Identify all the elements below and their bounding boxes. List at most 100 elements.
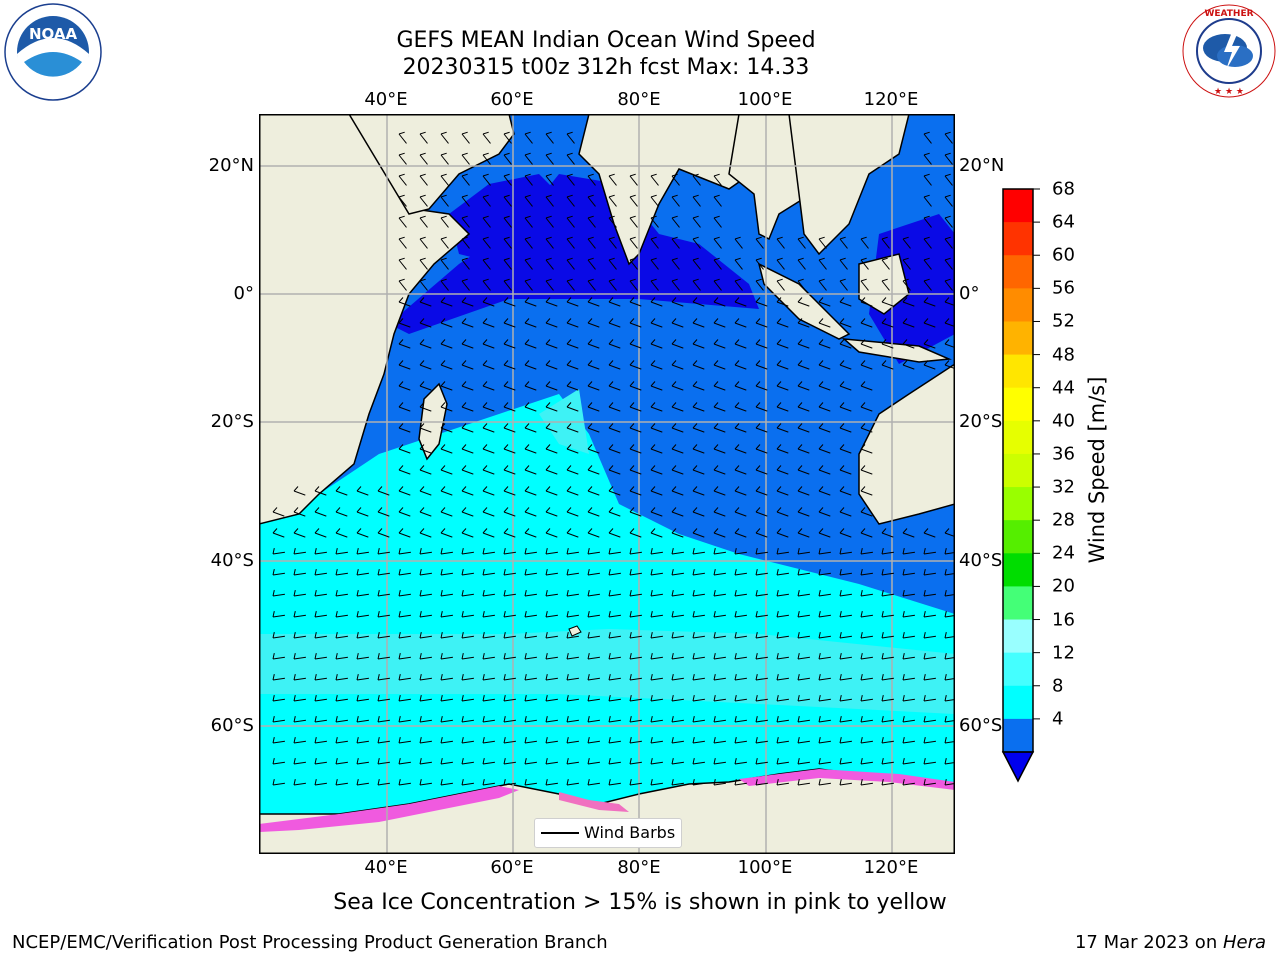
wind-barb — [755, 360, 768, 370]
wind-barb — [356, 568, 369, 576]
wind-barb — [524, 465, 537, 475]
nws-logo: WEATHER ★ ★ ★ — [1182, 4, 1276, 98]
wind-barb — [650, 507, 663, 517]
wind-barb — [797, 257, 806, 270]
wind-barb — [797, 778, 810, 786]
wind-barb — [713, 715, 726, 723]
wind-barb — [671, 652, 684, 660]
colorbar-band — [1003, 619, 1033, 654]
wind-barb — [482, 173, 491, 186]
wind-barb — [314, 547, 327, 555]
wind-barb — [566, 257, 575, 270]
wind-barb — [881, 757, 894, 765]
wind-barb — [545, 278, 554, 291]
wind-barb — [461, 381, 474, 391]
wind-barb — [881, 297, 894, 307]
footer-organization: NCEP/EMC/Verification Post Processing Pr… — [12, 932, 608, 953]
wind-barb — [356, 673, 369, 681]
wind-barb — [503, 236, 512, 249]
wind-barb — [650, 297, 663, 307]
wind-barb — [608, 194, 617, 207]
wind-barb — [293, 694, 306, 702]
wind-barb — [356, 547, 369, 555]
wind-barb — [923, 360, 936, 370]
wind-barb — [524, 486, 537, 496]
colorbar-tick-label: 44 — [1052, 377, 1075, 399]
wind-barb — [440, 381, 453, 391]
wind-barb — [608, 757, 621, 765]
wind-barb — [482, 297, 495, 307]
wind-barb — [335, 715, 348, 723]
wind-barb — [545, 589, 558, 597]
wind-barb — [944, 152, 953, 165]
wind-barb — [797, 507, 810, 517]
wind-barb — [797, 568, 810, 576]
noaa-logo: NOAA — [4, 3, 102, 101]
wind-barb — [650, 318, 663, 328]
wind-barb — [776, 236, 785, 249]
wind-barb — [503, 444, 516, 454]
wind-barb — [545, 236, 554, 249]
wind-barb — [545, 778, 558, 786]
wind-barb — [398, 236, 407, 249]
wind-barb — [566, 568, 579, 576]
wind-barb — [398, 257, 407, 270]
wind-barb — [524, 381, 537, 391]
wind-barb — [776, 318, 789, 328]
wind-barb — [545, 444, 558, 454]
wind-barb — [503, 465, 516, 475]
wind-barb — [566, 547, 579, 555]
wind-barb — [524, 673, 537, 681]
wind-barb — [377, 715, 390, 723]
colorbar-tick-label: 56 — [1052, 277, 1075, 299]
wind-barb — [692, 589, 705, 597]
wind-barb — [797, 589, 810, 597]
wind-barb — [881, 652, 894, 660]
lon-tick-top-60e: 60°E — [490, 89, 534, 110]
wind-barb — [587, 547, 600, 555]
colorbar — [1001, 188, 1040, 783]
wind-barb — [776, 652, 789, 660]
wind-barb — [755, 257, 764, 270]
wind-barb — [272, 778, 285, 786]
wind-barb — [293, 757, 306, 765]
wind-barb — [524, 757, 537, 765]
wind-barb — [398, 631, 411, 639]
wind-barb — [692, 444, 705, 454]
wind-barb — [713, 465, 726, 475]
wind-barb — [650, 402, 663, 412]
wind-barb — [713, 673, 726, 681]
wind-barb — [839, 381, 852, 391]
wind-barb — [755, 381, 768, 391]
wind-barb — [650, 610, 663, 618]
wind-barb — [440, 194, 449, 207]
wind-barb — [944, 339, 954, 348]
wind-barb — [881, 673, 894, 681]
wind-barb — [860, 318, 873, 328]
wind-barb — [839, 486, 852, 496]
wind-barb — [461, 528, 474, 538]
lon-tick-bottom-40e: 40°E — [364, 857, 408, 878]
wind-barb — [839, 444, 852, 454]
wind-barb — [608, 297, 621, 307]
colorbar-label: Wind Speed [m/s] — [1085, 376, 1109, 564]
colorbar-band — [1003, 288, 1033, 322]
wind-barb — [650, 528, 663, 538]
wind-barb — [902, 736, 915, 744]
wind-barb — [923, 589, 936, 597]
wind-barb — [797, 278, 806, 291]
wind-barb — [902, 360, 915, 370]
wind-barb — [755, 715, 768, 723]
wind-barb — [545, 318, 558, 328]
wind-barb — [797, 339, 810, 349]
wind-barb — [776, 547, 789, 555]
wind-barb — [860, 423, 873, 433]
wind-barb — [671, 528, 684, 538]
wind-barb — [524, 152, 533, 165]
wind-barb — [419, 215, 428, 228]
colorbar-tick-label: 16 — [1052, 609, 1075, 631]
wind-barb — [440, 568, 453, 576]
wind-barb — [860, 465, 873, 475]
wind-barb — [503, 423, 516, 433]
wind-barb — [461, 652, 474, 660]
